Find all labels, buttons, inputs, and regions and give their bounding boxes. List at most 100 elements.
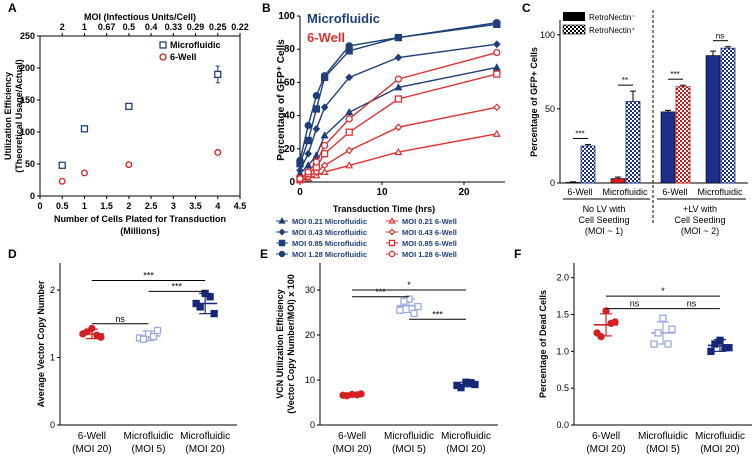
sig-label-c: ***	[575, 129, 584, 138]
sig-label-c: **	[622, 76, 628, 85]
bar-c-retronectin-pos	[625, 101, 641, 184]
point-a-microfluidic	[58, 161, 66, 169]
datapoint	[457, 383, 465, 392]
sig-label: ns	[630, 299, 640, 309]
yaxis-title-a: Utilization Efficiency	[3, 72, 13, 160]
bar-c-retronectin-neg	[610, 178, 626, 184]
ytick-label-b: 0	[289, 177, 295, 188]
xtick-label-a: 2.5	[145, 201, 158, 211]
xtick-label-a: 1	[82, 201, 87, 211]
series-line-b	[299, 23, 497, 164]
point-b	[304, 161, 313, 169]
legend-marker-a	[159, 53, 167, 61]
ytick-label: 2	[50, 285, 55, 295]
legend-label-b: MOI 0.43 6-Well	[402, 228, 457, 237]
bar-c-retronectin-pos	[580, 145, 596, 184]
legend-marker-b	[388, 250, 396, 258]
ytick-label-b: 20	[284, 144, 296, 155]
xcat-label: Microfluidic	[638, 431, 688, 442]
panel-letter-b: B	[262, 1, 271, 15]
toptick-label-a: 0.29	[187, 22, 205, 32]
xcat-sublabel: (MOI 20)	[446, 444, 485, 455]
point-b	[304, 121, 312, 130]
toptick-label-a: 0.4	[145, 22, 158, 32]
legend-swatch-c-neg	[563, 12, 585, 21]
sig-label: ***	[172, 281, 183, 291]
toptick-label-a: 0.25	[209, 22, 227, 32]
xcat-sublabel: (MOI 5)	[646, 444, 680, 455]
xtick-label-a: 2	[126, 201, 131, 211]
legend-marker-b	[278, 250, 286, 258]
datapoint	[343, 392, 351, 400]
point-a-microfluidic	[125, 102, 133, 111]
datapoint	[711, 340, 719, 348]
supergroup-c: Cell Seeding	[578, 215, 629, 225]
point-b	[492, 103, 501, 112]
ytick-label-b: 60	[284, 77, 296, 88]
legend-label-a: Microfluidic	[170, 40, 221, 50]
legend-label-b: MOI 0.21 Microfluidic	[292, 217, 367, 226]
point-b	[312, 151, 321, 159]
sig-label: ns	[687, 299, 697, 309]
yaxis-title-f: Percentage of Dead Cells	[538, 290, 548, 398]
panel-letter-a: A	[8, 1, 17, 15]
toptick-label-a: 2	[60, 22, 65, 32]
point-b	[320, 131, 329, 139]
ytick-label: 0	[50, 420, 55, 430]
xcat-sublabel: (MOI 20)	[586, 444, 625, 455]
datapoint	[664, 340, 672, 348]
point-b	[312, 158, 321, 166]
point-b	[320, 167, 329, 176]
ytick-label: 1.0	[556, 346, 569, 356]
legend-label-c: RetroNectin⁺	[589, 26, 635, 35]
xtick-label-a: 0.5	[56, 201, 69, 211]
legend-swatch-c-pos	[562, 24, 586, 35]
group-label-c: 6-Well	[567, 187, 592, 197]
datapoint	[206, 293, 214, 301]
ytick-label-a: 250	[20, 31, 35, 41]
toptick-label-a: 0.67	[98, 22, 116, 32]
legend-label-b: MOI 1.28 Microfluidic	[292, 250, 367, 259]
legend-marker-b	[278, 217, 286, 224]
point-b	[492, 129, 501, 137]
legend-marker-b	[388, 217, 396, 224]
point-b	[312, 92, 321, 100]
datapoint	[659, 314, 667, 322]
ytick-label: 10	[305, 375, 315, 385]
point-b	[394, 147, 403, 156]
legend-marker-b	[278, 239, 286, 247]
supergroup-c: Cell Seeding	[674, 215, 725, 225]
legend-label-b: MOI 1.28 6-Well	[402, 250, 457, 259]
datapoint	[93, 331, 101, 339]
legend-label-c: RetroNectin⁻	[589, 13, 635, 22]
supergroup-c: No LV with	[583, 204, 626, 214]
datapoint	[210, 309, 218, 318]
toptick-label-a: 0.22	[231, 22, 249, 32]
point-b	[394, 53, 403, 62]
toptick-label-a: 0.5	[123, 22, 136, 32]
ytick-label-c: 0	[550, 178, 555, 188]
panel-letter-d: D	[8, 247, 17, 261]
xcat-label: 6-Well	[592, 431, 620, 442]
sig-label: ***	[375, 287, 386, 297]
point-b	[304, 168, 312, 176]
xaxis-title-a-2: (Millions)	[120, 226, 160, 236]
point-a-6well	[58, 177, 66, 185]
yaxis-title-e: VCN Utilization Efficiency	[275, 289, 285, 399]
ytick-label-a: 200	[20, 63, 35, 73]
datapoint	[88, 324, 96, 333]
sig-label: *	[407, 280, 411, 290]
ytick-label: 0.5	[556, 383, 569, 393]
yaxis-title-d: Average Vector Copy Number	[36, 280, 46, 407]
point-a-6well	[125, 161, 133, 169]
ytick-label-a: 0	[30, 191, 35, 201]
datapoint	[353, 391, 361, 399]
panel-letter-c: C	[522, 1, 531, 15]
point-b	[394, 75, 403, 83]
datapoint	[153, 326, 162, 335]
ytick-label: 0	[310, 420, 315, 430]
toptick-label-a: 1	[82, 22, 87, 32]
xcat-sublabel: (MOI 20)	[185, 444, 224, 455]
point-a-6well	[214, 149, 222, 156]
